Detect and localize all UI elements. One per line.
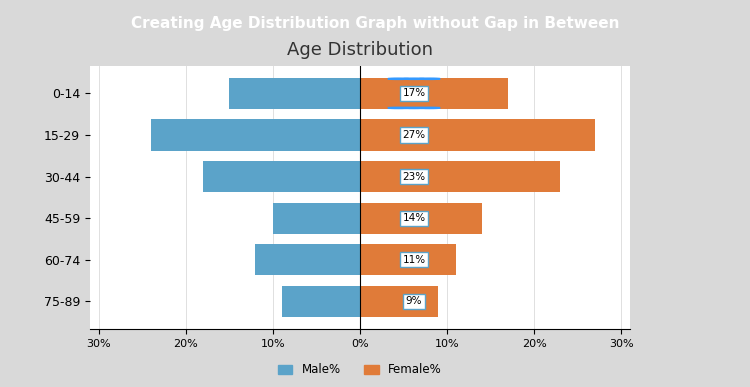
Bar bbox=[360, 244, 456, 276]
Text: 11%: 11% bbox=[403, 255, 425, 265]
Bar bbox=[151, 119, 360, 151]
Bar bbox=[203, 161, 360, 192]
Bar bbox=[273, 202, 360, 234]
Bar bbox=[360, 161, 560, 192]
Text: 14%: 14% bbox=[403, 213, 425, 223]
Bar bbox=[230, 78, 360, 109]
Text: 9%: 9% bbox=[406, 296, 422, 307]
Text: 17%: 17% bbox=[403, 88, 425, 98]
Bar bbox=[360, 119, 596, 151]
Bar bbox=[256, 244, 360, 276]
Bar bbox=[360, 286, 439, 317]
Text: 27%: 27% bbox=[403, 130, 425, 140]
Title: Age Distribution: Age Distribution bbox=[287, 41, 433, 59]
Bar bbox=[281, 286, 360, 317]
Text: Creating Age Distribution Graph without Gap in Between: Creating Age Distribution Graph without … bbox=[130, 16, 620, 31]
Text: 23%: 23% bbox=[403, 171, 425, 182]
Bar bbox=[360, 202, 482, 234]
Legend: Male%, Female%: Male%, Female% bbox=[274, 358, 446, 381]
Bar bbox=[360, 78, 508, 109]
